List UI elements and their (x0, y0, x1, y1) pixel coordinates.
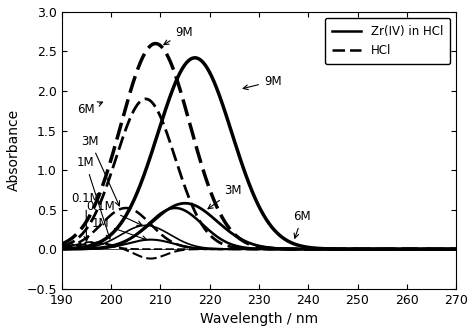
Legend: Zr(IV) in HCl, HCl: Zr(IV) in HCl, HCl (325, 18, 450, 64)
Text: 0.1M: 0.1M (86, 199, 142, 225)
Text: 1M: 1M (91, 217, 147, 240)
Text: 3M: 3M (82, 135, 120, 206)
X-axis label: Wavelength / nm: Wavelength / nm (200, 312, 318, 326)
Y-axis label: Absorbance: Absorbance (7, 109, 21, 191)
Text: 1M: 1M (76, 156, 111, 239)
Text: 0.1M: 0.1M (72, 192, 101, 241)
Text: 9M: 9M (164, 26, 193, 45)
Text: 6M: 6M (294, 210, 311, 238)
Text: 6M: 6M (76, 102, 103, 116)
Text: 3M: 3M (208, 184, 242, 209)
Text: 9M: 9M (243, 75, 282, 90)
